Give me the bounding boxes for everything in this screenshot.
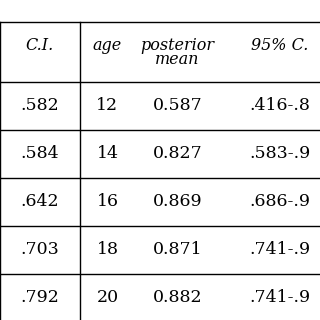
Text: age: age <box>93 36 122 53</box>
Text: 18: 18 <box>97 242 118 259</box>
Text: .741-.9: .741-.9 <box>249 242 311 259</box>
Text: C.I.: C.I. <box>26 36 54 53</box>
Text: .642: .642 <box>21 194 59 211</box>
Text: 0.869: 0.869 <box>153 194 202 211</box>
Text: .582: .582 <box>20 98 60 115</box>
Text: 0.587: 0.587 <box>153 98 202 115</box>
Text: .741-.9: .741-.9 <box>249 290 311 307</box>
Text: .416-.8: .416-.8 <box>250 98 310 115</box>
Text: 20: 20 <box>96 290 119 307</box>
Text: 14: 14 <box>97 146 118 163</box>
Text: mean: mean <box>155 51 200 68</box>
Text: posterior: posterior <box>140 36 214 53</box>
Text: 12: 12 <box>96 98 119 115</box>
Text: .584: .584 <box>21 146 59 163</box>
Text: .703: .703 <box>20 242 60 259</box>
Text: 16: 16 <box>97 194 118 211</box>
Text: .583-.9: .583-.9 <box>249 146 311 163</box>
Text: .686-.9: .686-.9 <box>250 194 310 211</box>
Text: 0.827: 0.827 <box>153 146 202 163</box>
Text: .792: .792 <box>20 290 60 307</box>
Text: 0.871: 0.871 <box>153 242 202 259</box>
Text: 0.882: 0.882 <box>153 290 202 307</box>
Text: 95% C.: 95% C. <box>251 36 309 53</box>
